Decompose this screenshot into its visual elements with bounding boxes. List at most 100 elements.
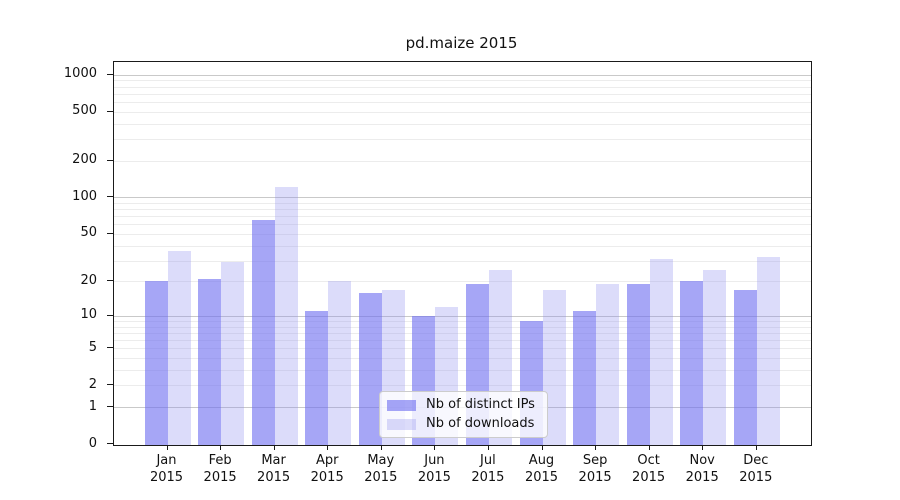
major-gridline xyxy=(114,315,811,317)
x-tick-label: May 2015 xyxy=(364,453,398,485)
minor-gridline xyxy=(114,93,811,95)
y-tick-mark xyxy=(107,232,113,234)
x-tick-label: Mar 2015 xyxy=(257,453,291,485)
minor-gridline xyxy=(114,160,811,162)
minor-gridline xyxy=(114,326,811,328)
x-tick-mark xyxy=(702,445,704,450)
bar-mar-downloads xyxy=(274,186,298,445)
y-tick-mark xyxy=(107,280,113,282)
major-gridline xyxy=(114,197,811,199)
bar-jan-distinct-ips xyxy=(144,281,168,445)
y-tick-label: 5 xyxy=(88,339,97,355)
minor-gridline xyxy=(114,102,811,103)
bar-feb-downloads xyxy=(221,262,245,445)
x-tick-mark xyxy=(755,445,757,450)
minor-gridline xyxy=(114,370,811,371)
minor-gridline xyxy=(114,216,811,218)
x-tick-mark xyxy=(648,445,650,450)
y-tick-label: 10 xyxy=(80,307,97,323)
x-tick-label: Apr 2015 xyxy=(310,453,344,485)
x-tick-mark xyxy=(273,445,275,450)
x-tick-label: Oct 2015 xyxy=(632,453,666,485)
x-tick-mark xyxy=(220,445,222,450)
y-tick-mark xyxy=(107,159,113,161)
legend-swatch-distinct-ips xyxy=(387,399,416,411)
bar-jan-downloads xyxy=(167,251,191,445)
bar-may-distinct-ips xyxy=(358,292,382,445)
minor-gridline xyxy=(114,281,811,283)
minor-gridline xyxy=(114,86,811,88)
y-tick-label: 500 xyxy=(72,103,97,119)
legend-label-distinct-ips: Nb of distinct IPs xyxy=(426,397,535,412)
minor-gridline xyxy=(114,260,811,262)
y-tick-mark xyxy=(107,314,113,316)
y-tick-label: 20 xyxy=(80,272,97,288)
y-tick-mark xyxy=(107,443,113,445)
legend-label-downloads: Nb of downloads xyxy=(426,416,535,431)
x-tick-label: Jan 2015 xyxy=(149,453,184,485)
y-tick-label: 0 xyxy=(88,435,97,451)
bar-sep-downloads xyxy=(596,283,620,445)
y-tick-label: 100 xyxy=(72,188,97,204)
minor-gridline xyxy=(114,358,811,360)
y-tick-mark xyxy=(107,384,113,386)
x-tick-mark xyxy=(541,445,543,450)
minor-gridline xyxy=(114,340,811,342)
bar-apr-downloads xyxy=(328,281,352,445)
bar-oct-distinct-ips xyxy=(626,283,650,445)
chart-title: pd.maize 2015 xyxy=(405,34,518,52)
x-tick-label: Sep 2015 xyxy=(578,453,612,485)
minor-gridline xyxy=(114,233,811,235)
y-tick-label: 2 xyxy=(88,376,97,392)
y-tick-mark xyxy=(107,347,113,349)
minor-gridline xyxy=(114,245,811,247)
x-tick-label: Jul 2015 xyxy=(471,453,505,485)
legend: Nb of distinct IPs Nb of downloads xyxy=(379,391,548,438)
bar-aug-downloads xyxy=(542,289,566,445)
minor-gridline xyxy=(114,321,811,322)
plot-area xyxy=(113,61,812,446)
x-tick-label: Nov 2015 xyxy=(685,453,719,485)
x-tick-mark xyxy=(166,445,168,450)
legend-swatch-downloads xyxy=(387,418,416,430)
legend-row: Nb of downloads xyxy=(387,417,539,431)
y-tick-label: 1000 xyxy=(63,66,97,82)
minor-gridline xyxy=(114,80,811,82)
minor-gridline xyxy=(114,209,811,211)
x-tick-mark xyxy=(487,445,489,450)
x-tick-mark xyxy=(327,445,329,450)
bar-oct-downloads xyxy=(649,258,673,445)
major-gridline xyxy=(114,74,811,76)
x-tick-mark xyxy=(380,445,382,450)
minor-gridline xyxy=(114,332,811,334)
x-tick-mark xyxy=(595,445,597,450)
y-tick-label: 50 xyxy=(80,225,97,241)
y-tick-mark xyxy=(107,73,113,75)
x-tick-label: Aug 2015 xyxy=(524,453,559,485)
x-tick-mark xyxy=(434,445,436,450)
bar-mar-distinct-ips xyxy=(251,220,275,445)
y-tick-mark xyxy=(107,196,113,198)
bar-sep-distinct-ips xyxy=(573,311,597,445)
bar-nov-distinct-ips xyxy=(680,281,704,445)
x-tick-label: Dec 2015 xyxy=(739,453,773,485)
y-tick-label: 200 xyxy=(72,152,97,168)
bar-feb-distinct-ips xyxy=(198,278,222,445)
minor-gridline xyxy=(114,123,811,125)
bar-apr-distinct-ips xyxy=(305,311,329,445)
x-tick-label: Jun 2015 xyxy=(417,453,451,485)
y-tick-mark xyxy=(107,406,113,407)
legend-row: Nb of distinct IPs xyxy=(387,398,539,412)
bar-nov-downloads xyxy=(703,269,727,445)
y-tick-label: 1 xyxy=(88,398,97,414)
bar-dec-distinct-ips xyxy=(733,289,757,445)
minor-gridline xyxy=(114,139,811,140)
minor-gridline xyxy=(114,348,811,350)
minor-gridline xyxy=(114,224,811,226)
minor-gridline xyxy=(114,202,811,204)
bar-dec-downloads xyxy=(756,257,780,445)
minor-gridline xyxy=(114,385,811,387)
y-tick-mark xyxy=(107,110,113,112)
x-tick-label: Feb 2015 xyxy=(203,453,237,485)
